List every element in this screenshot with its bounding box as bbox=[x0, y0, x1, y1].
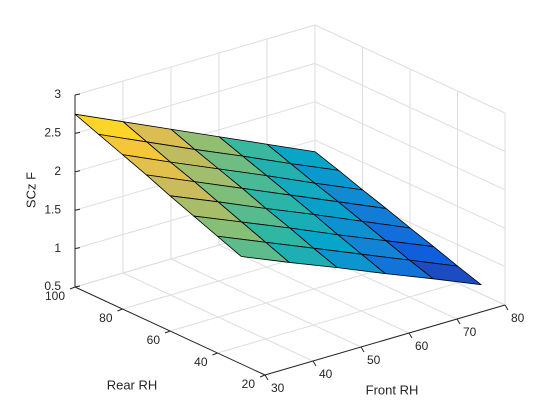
x-tick-label: 30 bbox=[271, 381, 285, 395]
y-axis-label: Rear RH bbox=[107, 377, 158, 392]
y-tick bbox=[117, 308, 123, 312]
y-tick-label: 40 bbox=[194, 355, 208, 369]
x-tick bbox=[504, 304, 509, 311]
grid-line bbox=[169, 260, 411, 332]
z-tick-label: 1.5 bbox=[44, 202, 61, 216]
grid-line bbox=[314, 101, 506, 191]
grid-line bbox=[314, 24, 506, 114]
z-tick bbox=[74, 170, 81, 173]
z-tick bbox=[74, 131, 81, 134]
z-tick bbox=[74, 247, 81, 250]
z-tick bbox=[74, 208, 81, 211]
surface-face bbox=[217, 235, 290, 263]
grid-line bbox=[74, 24, 316, 96]
y-tick bbox=[259, 374, 266, 378]
x-axis-label: Front RH bbox=[366, 382, 419, 397]
grid-line bbox=[314, 139, 506, 229]
x-tick bbox=[264, 374, 269, 381]
z-tick bbox=[74, 93, 81, 96]
z-tick-label: 2 bbox=[54, 164, 61, 178]
z-tick-label: 1 bbox=[54, 241, 61, 255]
x-tick-label: 60 bbox=[415, 339, 429, 353]
y-tick bbox=[212, 352, 218, 356]
x-tick bbox=[456, 318, 461, 325]
y-tick-label: 20 bbox=[242, 377, 256, 391]
y-tick bbox=[164, 330, 171, 334]
z-axis-label: SCz F bbox=[23, 172, 38, 208]
z-tick-label: 0.5 bbox=[44, 279, 61, 293]
x-tick-label: 40 bbox=[319, 367, 333, 381]
y-tick bbox=[69, 286, 76, 290]
y-tick-label: 80 bbox=[99, 311, 113, 325]
x-tick-label: 50 bbox=[367, 353, 381, 367]
z-tick-label: 3 bbox=[54, 87, 61, 101]
x-axis bbox=[264, 304, 506, 376]
y-tick-label: 100 bbox=[45, 289, 65, 303]
z-tick bbox=[74, 285, 81, 288]
grid-line bbox=[217, 282, 458, 354]
grid-line bbox=[314, 62, 506, 152]
x-tick-label: 70 bbox=[463, 325, 477, 339]
y-tick-label: 60 bbox=[147, 333, 161, 347]
x-tick-label: 80 bbox=[511, 311, 525, 325]
x-tick bbox=[408, 332, 413, 339]
x-tick bbox=[360, 346, 365, 353]
x-tick bbox=[312, 360, 317, 367]
z-tick-label: 2.5 bbox=[44, 126, 61, 140]
